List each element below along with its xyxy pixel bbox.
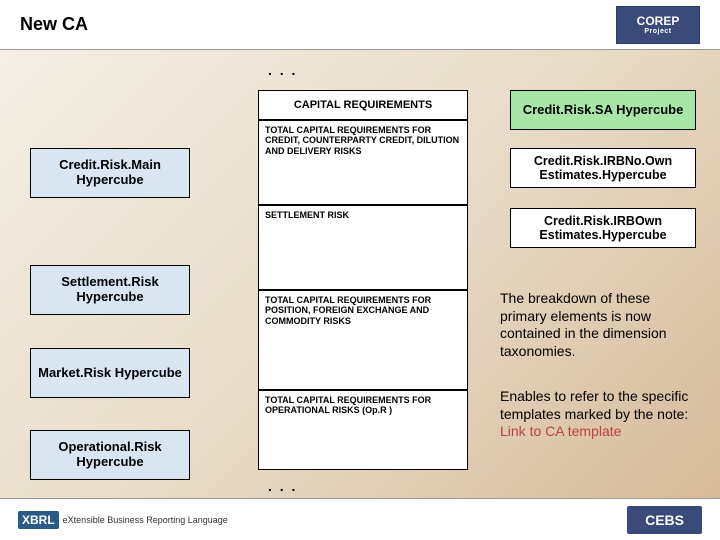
center-header: CAPITAL REQUIREMENTS xyxy=(258,90,468,120)
right-box-irb-noown: Credit.Risk.IRBNo.Own Estimates.Hypercub… xyxy=(510,148,696,188)
left-box-credit-risk-main: Credit.Risk.Main Hypercube xyxy=(30,148,190,198)
center-row-settlement: SETTLEMENT RISK xyxy=(258,205,468,290)
slide-root: New CA COREP Project . . . Credit.Risk.M… xyxy=(0,0,720,540)
footer-bar: XBRL eXtensible Business Reporting Langu… xyxy=(0,498,720,540)
paragraph-link-lead: Enables to refer to the specific templat… xyxy=(500,388,688,422)
center-row-operational: TOTAL CAPITAL REQUIREMENTS FOR OPERATION… xyxy=(258,390,468,470)
paragraph-link: Enables to refer to the specific templat… xyxy=(500,388,700,441)
left-box-settlement-risk: Settlement.Risk Hypercube xyxy=(30,265,190,315)
cebs-logo: CEBS xyxy=(627,506,702,534)
left-box-operational-risk: Operational.Risk Hypercube xyxy=(30,430,190,480)
xbrl-subtitle: eXtensible Business Reporting Language xyxy=(63,515,228,525)
center-row-position: TOTAL CAPITAL REQUIREMENTS FOR POSITION,… xyxy=(258,290,468,390)
ellipsis-bottom: . . . xyxy=(268,478,297,494)
right-box-irb-own: Credit.Risk.IRBOwn Estimates.Hypercube xyxy=(510,208,696,248)
left-box-market-risk: Market.Risk Hypercube xyxy=(30,348,190,398)
link-ca-template[interactable]: Link to CA template xyxy=(500,423,621,439)
header-bar: New CA COREP Project xyxy=(0,0,720,50)
corep-logo-sub: Project xyxy=(644,28,671,35)
xbrl-logo: XBRL eXtensible Business Reporting Langu… xyxy=(18,511,228,529)
slide-title: New CA xyxy=(20,14,88,35)
center-row-credit: TOTAL CAPITAL REQUIREMENTS FOR CREDIT, C… xyxy=(258,120,468,205)
ellipsis-top: . . . xyxy=(268,62,297,78)
corep-logo-text: COREP xyxy=(637,14,680,28)
xbrl-badge: XBRL xyxy=(18,511,59,529)
corep-logo: COREP Project xyxy=(616,6,700,44)
right-box-sa-hypercube: Credit.Risk.SA Hypercube xyxy=(510,90,696,130)
paragraph-breakdown: The breakdown of these primary elements … xyxy=(500,290,700,360)
